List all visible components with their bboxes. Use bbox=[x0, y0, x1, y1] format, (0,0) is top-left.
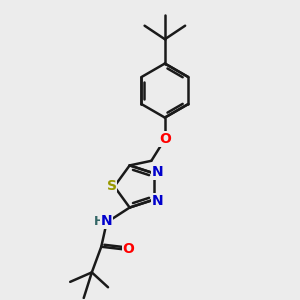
Text: S: S bbox=[106, 179, 117, 194]
Text: O: O bbox=[122, 242, 134, 256]
Text: O: O bbox=[159, 132, 171, 146]
Text: N: N bbox=[151, 194, 163, 208]
Text: N: N bbox=[151, 165, 163, 179]
Text: N: N bbox=[101, 214, 112, 228]
Text: H: H bbox=[94, 215, 105, 228]
